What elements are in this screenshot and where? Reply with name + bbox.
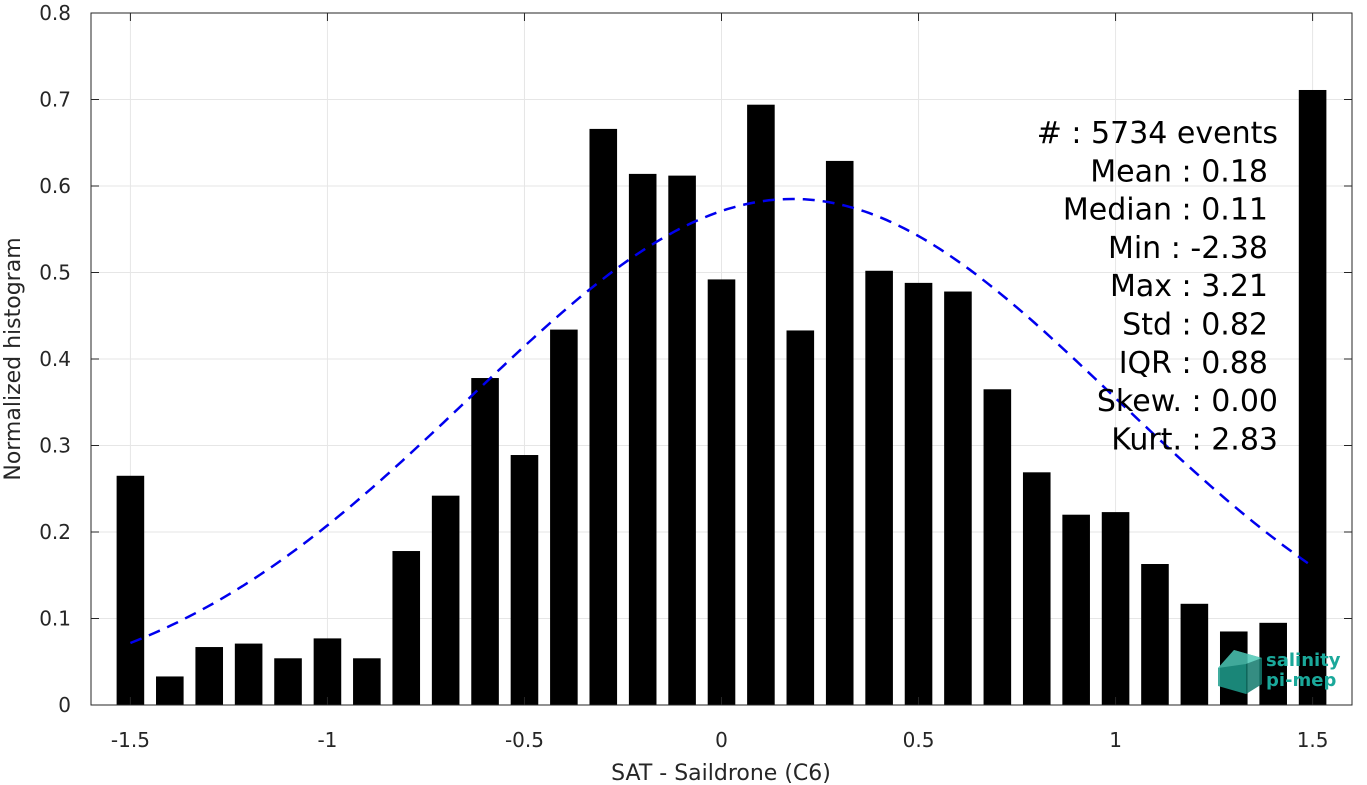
histogram-bar <box>550 329 578 705</box>
stat-line: Skew. : 0.00 <box>1097 384 1278 419</box>
histogram-bar <box>707 279 736 705</box>
stat-line: Min : -2.38 <box>1108 231 1268 266</box>
stat-line: Std : 0.82 <box>1122 308 1268 343</box>
histogram-bar <box>589 128 618 705</box>
y-tick-labels: 0 0.1 0.2 0.3 0.4 0.5 0.6 0.7 0.8 <box>39 1 71 717</box>
histogram-bar <box>825 160 854 706</box>
x-tick-label: -0.5 <box>505 728 544 752</box>
x-tick-label: -1 <box>317 728 337 752</box>
x-tick-label: 0.5 <box>903 728 935 752</box>
histogram-bar <box>234 643 263 705</box>
histogram-bar <box>786 330 815 705</box>
histogram-bar <box>668 175 696 705</box>
y-tick-label: 0.4 <box>39 347 71 371</box>
y-axis-label: Normalized histogram <box>1 237 26 480</box>
normal-fit-curve <box>129 197 1314 645</box>
histogram-bar <box>1141 564 1169 705</box>
histogram-bar <box>747 104 775 705</box>
histogram-bar <box>431 495 460 705</box>
histogram-bar <box>1062 514 1090 705</box>
y-tick-label: 0.3 <box>39 434 71 458</box>
y-tick-label: 0.8 <box>39 1 71 25</box>
histogram-bar <box>195 647 224 705</box>
x-axis-label: SAT - Saildrone (C6) <box>611 761 831 785</box>
logo-line1: salinity <box>1266 650 1341 671</box>
y-tick-label: 0.6 <box>39 174 71 198</box>
histogram-bars <box>116 89 1327 706</box>
histogram-bar <box>865 270 893 705</box>
histogram-bar <box>1101 512 1130 705</box>
histogram-bar <box>471 378 499 705</box>
histogram-bar <box>1022 472 1051 705</box>
histogram-bar <box>353 658 381 705</box>
y-tick-label: 0.1 <box>39 607 71 631</box>
x-tick-label: -1.5 <box>111 728 150 752</box>
histogram-bar <box>392 551 421 705</box>
histogram-bar <box>904 282 933 705</box>
cube-icon <box>1218 650 1262 694</box>
histogram-bar <box>1298 89 1327 706</box>
x-tick-label: 1 <box>1109 728 1122 752</box>
stat-line: # : 5734 events <box>1037 116 1278 151</box>
histogram-bar <box>274 658 302 705</box>
y-tick-label: 0 <box>58 693 71 717</box>
x-tick-label: 0 <box>715 728 728 752</box>
salinity-pi-mep-logo: salinity pi-mep <box>1218 650 1341 694</box>
stat-line: Kurt. : 2.83 <box>1111 422 1278 457</box>
stat-line: Mean : 0.18 <box>1090 154 1268 189</box>
histogram-bar <box>510 455 539 705</box>
histogram-bar <box>313 638 342 705</box>
histogram-bar <box>1180 603 1209 705</box>
y-tick-label: 0.5 <box>39 261 71 285</box>
histogram-bar <box>944 291 972 705</box>
histogram-bar <box>116 475 145 705</box>
histogram-bar <box>628 173 657 705</box>
histogram-bar <box>1259 622 1287 705</box>
stat-line: Max : 3.21 <box>1110 269 1268 304</box>
y-tick-label: 0.2 <box>39 520 71 544</box>
stat-line: IQR : 0.88 <box>1119 346 1268 381</box>
stat-line: Median : 0.11 <box>1063 193 1268 228</box>
histogram-bar <box>983 389 1012 705</box>
x-tick-label: 1.5 <box>1297 728 1329 752</box>
y-tick-label: 0.7 <box>39 88 71 112</box>
x-tick-labels: -1.5 -1 -0.5 0 0.5 1 1.5 <box>111 728 1329 752</box>
axis-ticks <box>91 12 1352 706</box>
logo-line2: pi-mep <box>1266 670 1336 691</box>
histogram-bar <box>156 676 184 705</box>
